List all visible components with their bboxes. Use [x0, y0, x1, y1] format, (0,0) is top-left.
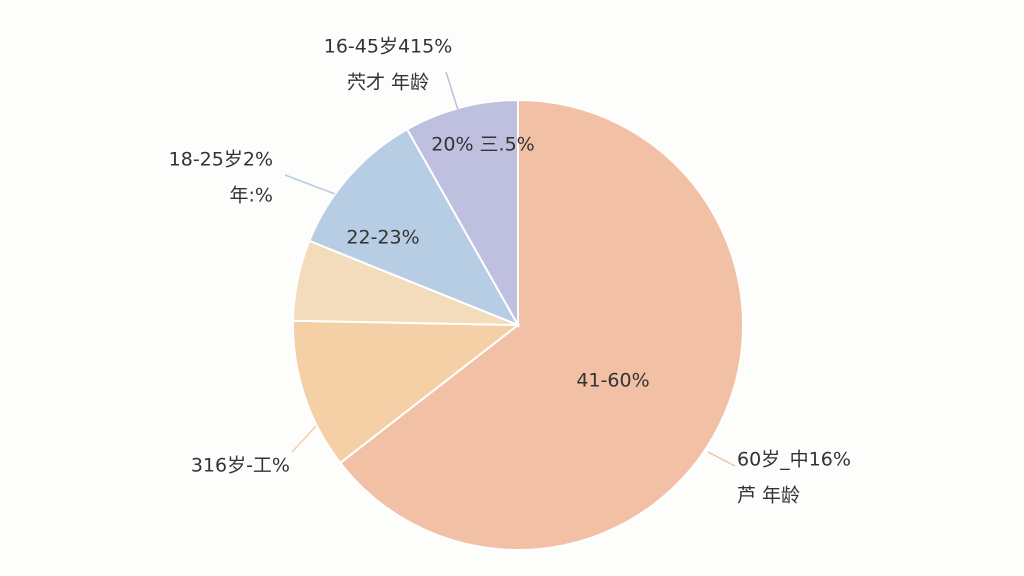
callout-line [445, 71, 459, 111]
slice-label: 20% 三.5% [431, 134, 534, 156]
callout-line [707, 451, 736, 467]
callout-label: 316岁-工% [191, 455, 290, 477]
callout-label: 18-25岁2% [169, 149, 273, 171]
callout-label: 年:% [230, 185, 273, 207]
callout-label: 茓才 年龄 [347, 72, 429, 94]
pie-slice [292, 319, 521, 465]
callout-label: 60岁_中16% [737, 449, 851, 471]
slice-label: 22-23% [346, 227, 419, 249]
pie-slice [308, 127, 521, 327]
callout-label: 芦 年龄 [737, 485, 800, 507]
callout-line [284, 174, 336, 195]
pie-slice [338, 98, 744, 551]
callout-line [291, 425, 317, 453]
callout-label: 16-45岁415% [324, 36, 453, 58]
pie-slice [405, 98, 519, 329]
slice-label: 41-60% [576, 370, 649, 392]
